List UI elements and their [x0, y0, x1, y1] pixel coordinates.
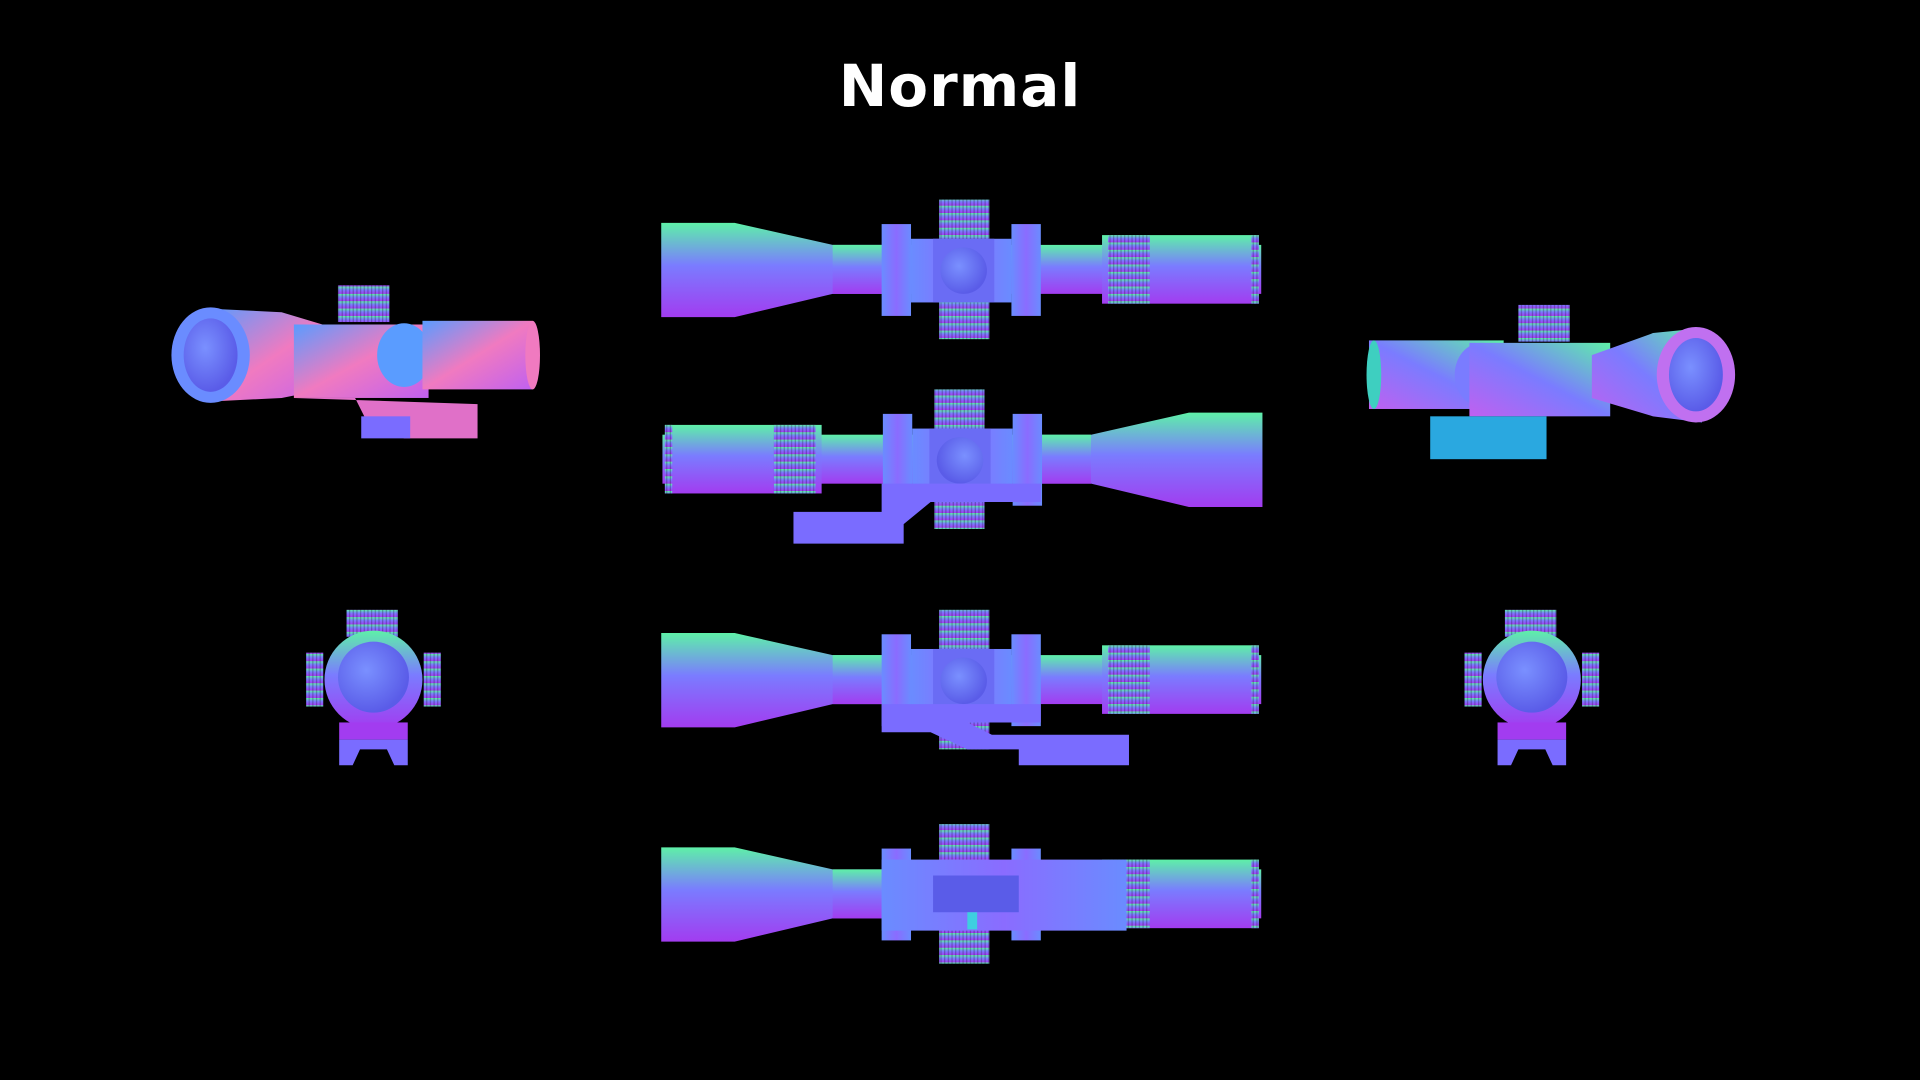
scope-front-right [1464, 609, 1600, 766]
scope-perspective-right [1366, 304, 1736, 460]
scope-front-left [306, 609, 441, 766]
scope-side-top [661, 199, 1262, 340]
scope-perspective-left [171, 285, 540, 439]
page-title: Normal [838, 52, 1082, 120]
scope-side-mount-right [661, 609, 1262, 766]
scope-side-mount-left [662, 389, 1263, 544]
scope-bottom [661, 824, 1262, 964]
